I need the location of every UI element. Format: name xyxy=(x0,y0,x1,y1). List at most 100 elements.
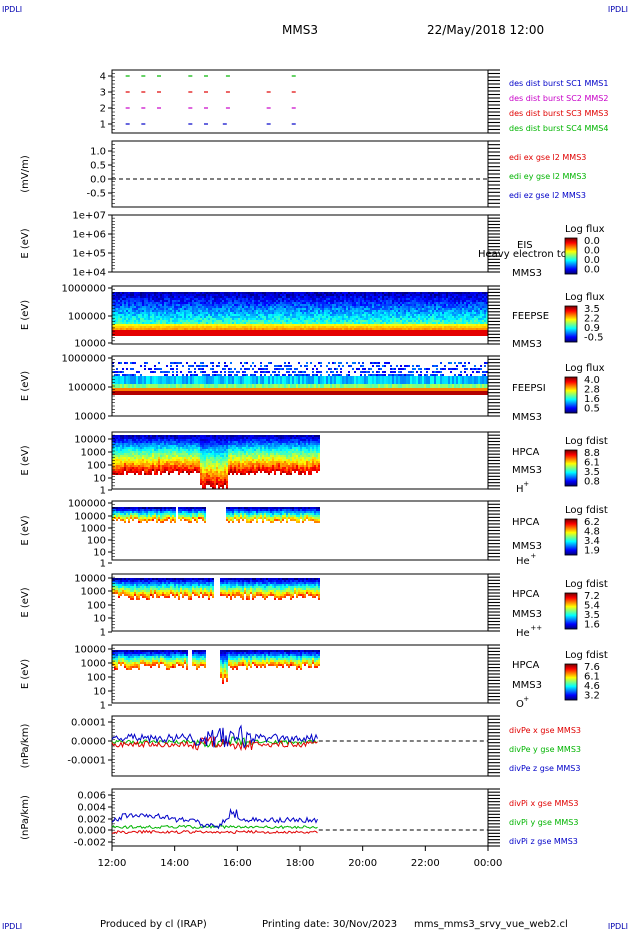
hpca-he-ytick-label: 1 xyxy=(100,559,106,570)
hpca-he-ylabel: E (eV) xyxy=(20,515,31,545)
burst-legend-3: des dist burst SC3 MMS3 xyxy=(509,109,608,118)
divpi-series-red xyxy=(111,829,318,835)
hpca-h-ylabel: E (eV) xyxy=(20,445,31,475)
feepsi-spectrogram xyxy=(112,362,488,395)
hpca-o-ylabel: E (eV) xyxy=(20,659,31,689)
edi-ytick-label: 0.0 xyxy=(90,175,106,186)
hpca-h-colorbar-tick: 8.8 xyxy=(584,448,600,459)
footer-printing-date: Printing date: 30/Nov/2023 xyxy=(262,919,398,930)
edi-frame xyxy=(111,140,489,208)
burst-frame xyxy=(111,69,489,134)
hpca-o-colorbar-title: Log fdist xyxy=(565,650,608,661)
eis-colorbar-tick: 0.0 xyxy=(584,265,600,276)
feepse-ytick-label: 10000 xyxy=(74,339,106,350)
hpca-he-colorbar-tick: 6.2 xyxy=(584,517,600,528)
divpe-series-blue xyxy=(111,724,318,749)
hpca-o-colorbar xyxy=(564,663,578,701)
hpca-h-ytick-label: 100 xyxy=(87,461,106,472)
edi-ytick-label: 1.0 xyxy=(90,147,106,158)
feepsi-ytick-label: 10000 xyxy=(74,412,106,423)
hpca-h-species-label: H xyxy=(516,484,524,495)
burst-legend-4: des dist burst SC4 MMS4 xyxy=(509,124,608,133)
edi-ytick-label: 0.5 xyxy=(90,161,106,172)
feepsi-ytick-label: 1000000 xyxy=(61,354,106,365)
hpca-o-colorbar-tick: 7.6 xyxy=(584,662,600,673)
feepse-colorbar-title: Log flux xyxy=(565,292,605,303)
divpe-legend-3: divPe z gse MMS3 xyxy=(509,764,580,773)
footer-produced: Produced by cl (IRAP) xyxy=(100,919,207,930)
corner-label-bottom-right: IPDLI xyxy=(607,922,628,931)
eis-ytick-label: 1e+05 xyxy=(72,249,106,260)
hpca-h-ytick-label: 1 xyxy=(100,486,106,497)
hpca-h-spectrogram xyxy=(112,435,320,489)
feepsi-colorbar-tick: 1.6 xyxy=(584,394,600,405)
hpca-he-instrument-label: HPCA xyxy=(512,517,540,528)
corner-label-top-right: IPDLI xyxy=(607,5,628,14)
hpca-hepp-ytick-label: 10 xyxy=(93,614,106,625)
xaxis-tick-label: 18:00 xyxy=(286,858,315,869)
hpca-h-instrument-label: HPCA xyxy=(512,447,540,458)
hpca-he-colorbar-tick: 3.4 xyxy=(584,536,600,547)
hpca-he-ytick-label: 100 xyxy=(87,536,106,547)
burst-ytick-label: 4 xyxy=(100,72,106,83)
xaxis-tick-label: 14:00 xyxy=(160,858,189,869)
hpca-o-spectrogram xyxy=(112,650,320,684)
hpca-h-colorbar-title: Log fdist xyxy=(565,436,608,447)
feepse-spectrogram xyxy=(112,292,488,336)
hpca-h-colorbar xyxy=(564,449,578,487)
divpe-ytick-label: 0.0001 xyxy=(71,718,106,729)
eis-ytick-label: 1e+06 xyxy=(72,230,106,241)
hpca-hepp-species-label: He xyxy=(516,628,530,639)
hpca-he-colorbar-tick: 4.8 xyxy=(584,527,600,538)
divpe-ytick-label: -0.0001 xyxy=(67,756,106,767)
hpca-o-ytick-label: 1000 xyxy=(81,659,106,670)
divpi-legend-3: divPi z gse MMS3 xyxy=(509,837,578,846)
feepsi-colorbar-title: Log flux xyxy=(565,363,605,374)
hpca-h-spacecraft-label: MMS3 xyxy=(512,465,542,476)
hpca-hepp-colorbar-tick: 5.4 xyxy=(584,601,600,612)
hpca-he-ytick-label: 1000 xyxy=(81,524,106,535)
edi-ylabel: (mV/m) xyxy=(20,155,31,193)
hpca-o-spacecraft-label: MMS3 xyxy=(512,680,542,691)
hpca-he-spectrogram xyxy=(112,507,320,523)
feepse-colorbar-tick: 0.9 xyxy=(584,323,600,334)
hpca-hepp-ytick-label: 1 xyxy=(100,628,106,639)
eis-colorbar-tick: 0.0 xyxy=(584,236,600,247)
divpi-series-blue xyxy=(111,807,318,830)
divpe-ylabel: (nPa/km) xyxy=(20,724,31,769)
corner-label-top-left: IPDLI xyxy=(2,5,23,14)
hpca-hepp-instrument-label: HPCA xyxy=(512,589,540,600)
eis-colorbar-tick: 0.0 xyxy=(584,246,600,257)
hpca-hepp-charge-label: ++ xyxy=(530,624,542,632)
xaxis-tick-label: 22:00 xyxy=(411,858,440,869)
hpca-hepp-colorbar-tick: 1.6 xyxy=(584,620,600,631)
hpca-hepp-ytick-label: 10000 xyxy=(74,574,106,585)
hpca-o-species-label: O xyxy=(516,699,524,710)
hpca-hepp-colorbar-title: Log fdist xyxy=(565,579,608,590)
hpca-hepp-colorbar-tick: 3.5 xyxy=(584,610,600,621)
hpca-o-ytick-label: 10000 xyxy=(74,645,106,656)
hpca-o-instrument-label: HPCA xyxy=(512,660,540,671)
feepse-instrument-label: FEEPSE xyxy=(512,311,549,322)
hpca-o-ytick-label: 100 xyxy=(87,673,106,684)
eis-colorbar xyxy=(564,237,578,275)
divpe-legend-1: divPe x gse MMS3 xyxy=(509,726,581,735)
hpca-o-colorbar-tick: 6.1 xyxy=(584,672,600,683)
divpe-series-green xyxy=(111,736,318,748)
burst-ytick-label: 1 xyxy=(100,120,106,131)
feepse-colorbar xyxy=(564,305,578,343)
footer-script-name: mms_mms3_srvy_vue_web2.cl xyxy=(414,919,568,930)
hpca-o-ytick-label: 1 xyxy=(100,701,106,712)
feepse-colorbar-tick: -0.5 xyxy=(584,333,604,344)
hpca-hepp-ytick-label: 100 xyxy=(87,601,106,612)
divpi-ytick-label: 0.002 xyxy=(77,815,106,826)
xaxis-tick-label: 20:00 xyxy=(348,858,377,869)
divpi-ytick-label: 0.004 xyxy=(77,803,106,814)
hpca-he-ytick-label: 10 xyxy=(93,548,106,559)
feepsi-instrument-label: FEEPSI xyxy=(512,383,546,394)
edi-legend-1: edi ex gse l2 MMS3 xyxy=(509,153,586,162)
divpi-ytick-label: 0.006 xyxy=(77,791,106,802)
hpca-hepp-ytick-label: 1000 xyxy=(81,587,106,598)
feepsi-ytick-label: 100000 xyxy=(68,383,106,394)
